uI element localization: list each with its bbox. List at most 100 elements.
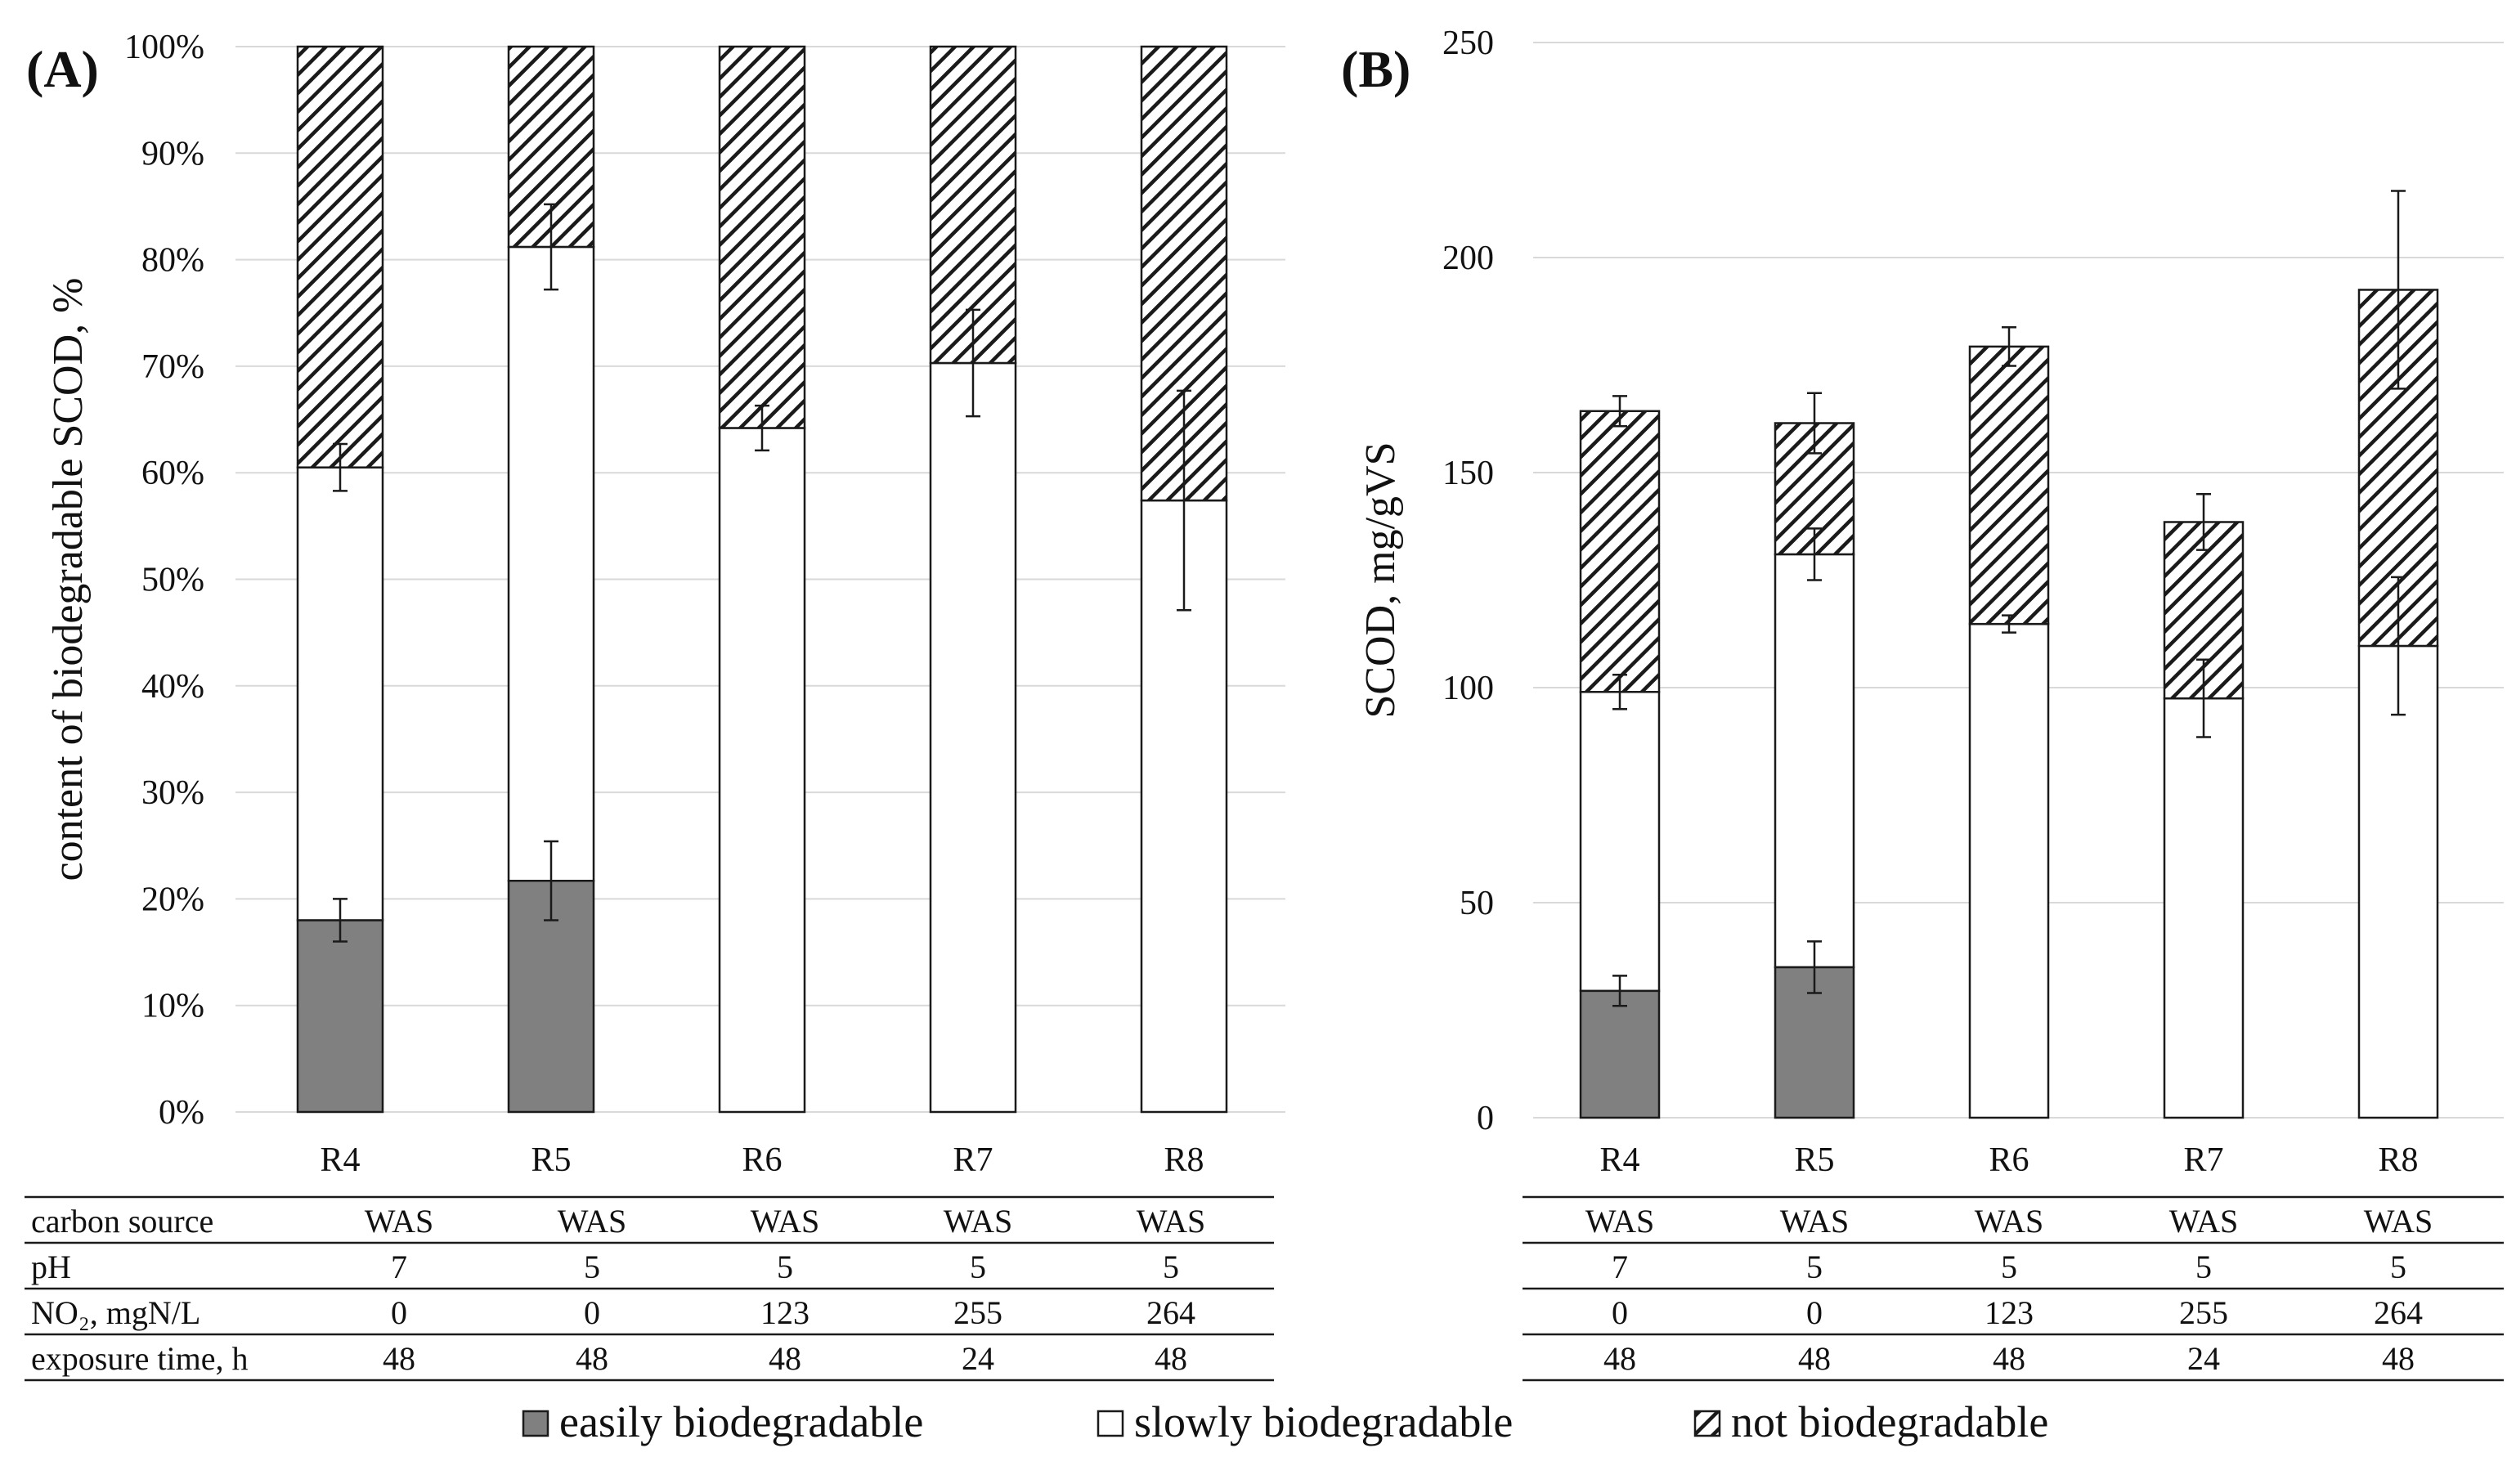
table-cell-right: 5 [2390,1249,2406,1285]
y-tick-label: 30% [141,774,204,812]
y-tick-label: 50 [1460,885,1494,922]
y-axis-title: content of biodegradable SCOD, % [45,278,92,881]
error-bar [1807,527,1822,581]
table-cell-right: 5 [1806,1249,1823,1285]
table-row-label: carbon source [31,1203,213,1240]
x-tick-label: R4 [1599,1141,1639,1179]
table-cell-left: 5 [1163,1249,1179,1285]
y-tick-label: 50% [141,562,204,599]
table-cell-left: 255 [953,1294,1002,1331]
table-cell-right: 7 [1612,1249,1628,1285]
bar-slowly-biodegradable-R6 [718,427,806,1114]
table-cell-left: 48 [769,1340,801,1377]
y-tick-label: 150 [1442,455,1494,492]
y-tick-label: 10% [141,988,204,1025]
panel-label: (B) [1341,40,1410,98]
x-tick-label: R7 [953,1141,993,1179]
table-cell-left: 7 [391,1249,407,1285]
y-tick-label: 60% [141,455,204,492]
table-cell-right: 48 [1993,1340,2025,1377]
y-tick-label: 20% [141,881,204,918]
bar-not-biodegradable-R4 [1579,410,1661,693]
bar-slowly-biodegradable-R6 [1968,622,2050,1119]
table-cell-right: WAS [1585,1203,1654,1240]
y-tick-label: 0 [1477,1100,1494,1137]
table-cell-right: 0 [1806,1294,1823,1331]
table-cell-left: 0 [584,1294,600,1331]
bar-easily-biodegradable-R4 [1579,989,1661,1119]
error-bar [1612,975,1627,1007]
bar-slowly-biodegradable-R4 [296,466,384,921]
table-cell-right: 264 [2374,1294,2423,1331]
error-bar [2391,576,2406,716]
table-cell-left: 48 [383,1340,415,1377]
panel-b-chart: 0 50 100 150 200 250 R4 R5 R6 R7 R8 SCOD, mg/gVS (B) [1341,25,2504,1179]
table-row-label: NO₂, mgN/L [31,1294,200,1331]
x-tick-label: R8 [2378,1141,2418,1179]
error-bar [755,404,769,452]
table-cell-left: WAS [944,1203,1012,1240]
x-tick-label: R6 [742,1141,782,1179]
table-cell-left: 0 [391,1294,407,1331]
table-cell-left: 264 [1146,1294,1195,1331]
bar-not-biodegradable-R4 [296,45,384,469]
table-cell-right: 5 [2001,1249,2017,1285]
table-cell-right: 48 [1798,1340,1831,1377]
x-tick-label: R5 [1794,1141,1834,1179]
bar-not-biodegradable-R6 [1968,345,2050,625]
bar-slowly-biodegradable-R5 [507,245,595,882]
error-bar [1612,673,1627,711]
bar-slowly-biodegradable-R8 [2357,644,2439,1119]
panel-a-chart: 0% 10% 20% 30% 40% 50% 60% 70% 80% 90% 100% R4 R5 R6 R… [26,29,1285,1179]
bar-slowly-biodegradable-R7 [929,361,1017,1114]
table-cell-right: WAS [2364,1203,2433,1240]
table-cell-left: 123 [760,1294,810,1331]
bar-slowly-biodegradable-R4 [1579,691,1661,993]
error-bar [333,898,348,943]
x-tick-label: R7 [2183,1141,2223,1179]
error-bar [2391,190,2406,390]
legend-swatch-not-biodegradable [1693,1410,1721,1437]
table-cell-left: 5 [584,1249,600,1285]
table-cell-right: 255 [2179,1294,2228,1331]
condition-tables: carbon source pH NO₂, mgN/L exposure time, … [25,1195,2504,1382]
y-tick-label: 40% [141,668,204,706]
bar-not-biodegradable-R6 [718,45,806,429]
legend-label: not biodegradable [1731,1397,2048,1446]
y-tick-label: 100% [124,29,204,66]
legend-swatch-easily-biodegradable [522,1410,549,1437]
error-bar [2002,325,2016,367]
y-tick-label: 90% [141,135,204,173]
table-cell-right: 24 [2187,1340,2220,1377]
table-cell-right: 48 [1603,1340,1636,1377]
error-bar [1612,395,1627,428]
bar-easily-biodegradable-R4 [296,919,384,1114]
x-tick-label: R8 [1164,1141,1204,1179]
table-cell-right: WAS [1780,1203,1849,1240]
y-tick-label: 80% [141,242,204,280]
error-bar [1807,940,1822,994]
x-tick-label: R6 [1989,1141,2029,1179]
x-tick-label: R4 [320,1141,360,1179]
error-bar [544,203,558,291]
bar-slowly-biodegradable-R7 [2163,697,2245,1119]
y-tick-label: 0% [159,1094,204,1132]
error-bar [2002,614,2016,634]
y-tick-label: 250 [1442,25,1494,62]
error-bar [1177,389,1191,612]
legend-label: easily biodegradable [559,1397,923,1446]
error-bar [544,840,558,921]
table-cell-right: 5 [2195,1249,2212,1285]
table-cell-left: WAS [751,1203,819,1240]
y-tick-label: 200 [1442,240,1494,277]
legend-swatch-slowly-biodegradable [1097,1410,1124,1437]
x-tick-label: R5 [531,1141,571,1179]
y-axis-title: SCOD, mg/gVS [1357,442,1404,718]
error-bar [2196,658,2211,738]
table-cell-right: 0 [1612,1294,1628,1331]
table-cell-left: 48 [576,1340,608,1377]
bar-slowly-biodegradable-R5 [1774,553,1855,969]
table-row-label: exposure time, h [31,1340,249,1377]
table-cell-left: 5 [777,1249,793,1285]
y-tick-label: 70% [141,348,204,386]
